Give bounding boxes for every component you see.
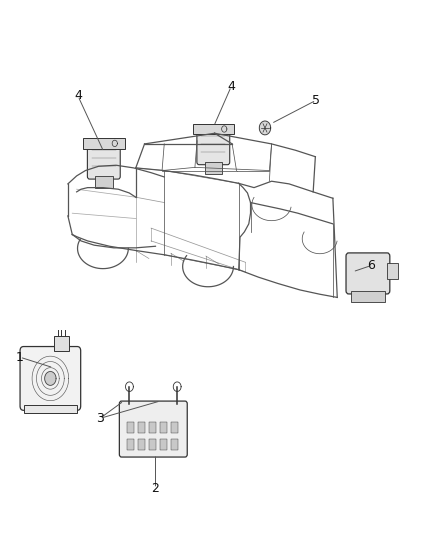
FancyBboxPatch shape xyxy=(119,401,187,457)
Text: 1: 1 xyxy=(16,351,24,364)
Bar xyxy=(95,176,113,188)
Bar xyxy=(170,439,177,450)
Polygon shape xyxy=(45,372,56,385)
Bar xyxy=(24,405,77,413)
Bar xyxy=(127,422,134,433)
Bar xyxy=(148,422,156,433)
Bar xyxy=(83,138,124,149)
Text: 6: 6 xyxy=(367,259,375,272)
Text: 3: 3 xyxy=(96,412,104,425)
FancyBboxPatch shape xyxy=(346,253,390,294)
FancyBboxPatch shape xyxy=(20,346,81,410)
Text: 4: 4 xyxy=(227,80,235,93)
Bar xyxy=(351,291,385,303)
Polygon shape xyxy=(259,121,271,135)
Bar xyxy=(53,336,69,351)
Text: 2: 2 xyxy=(152,482,159,495)
Bar xyxy=(193,124,234,134)
Bar xyxy=(387,263,398,279)
Text: 4: 4 xyxy=(74,90,82,102)
FancyBboxPatch shape xyxy=(197,125,230,165)
Bar xyxy=(205,162,222,174)
FancyBboxPatch shape xyxy=(87,140,120,179)
Text: 5: 5 xyxy=(312,94,320,107)
Bar xyxy=(148,439,156,450)
Bar xyxy=(138,439,145,450)
Bar xyxy=(138,422,145,433)
Bar xyxy=(159,422,166,433)
Bar xyxy=(159,439,166,450)
Bar xyxy=(127,439,134,450)
Bar xyxy=(170,422,177,433)
